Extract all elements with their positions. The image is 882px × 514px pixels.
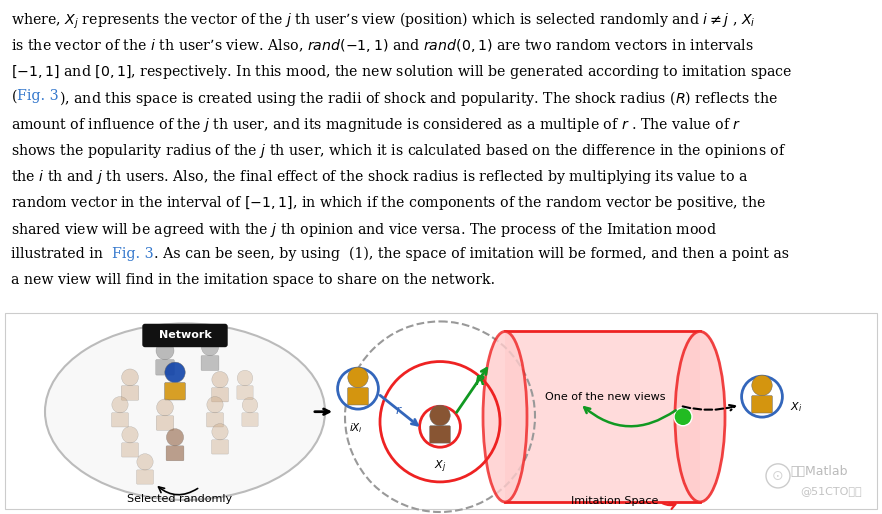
FancyBboxPatch shape — [242, 413, 258, 427]
Text: is the vector of the $i$ th user’s view. Also, $\mathit{rand}(-1, 1)$ and $\math: is the vector of the $i$ th user’s view.… — [11, 37, 754, 54]
Circle shape — [742, 376, 782, 417]
Circle shape — [207, 396, 223, 413]
FancyBboxPatch shape — [751, 396, 773, 413]
Text: One of the new views: One of the new views — [545, 392, 666, 401]
Circle shape — [237, 370, 253, 386]
Text: shows the popularity radius of the $j$ th user, which it is calculated based on : shows the popularity radius of the $j$ t… — [11, 142, 787, 160]
FancyBboxPatch shape — [348, 388, 369, 405]
FancyBboxPatch shape — [143, 324, 227, 346]
Circle shape — [674, 408, 692, 426]
Circle shape — [430, 405, 450, 426]
Text: $iX_i$: $iX_i$ — [349, 421, 363, 434]
Text: a new view will find in the imitation space to share on the network.: a new view will find in the imitation sp… — [11, 273, 496, 287]
FancyBboxPatch shape — [206, 413, 223, 427]
Circle shape — [165, 362, 185, 382]
Circle shape — [122, 427, 138, 443]
Text: R: R — [475, 374, 485, 388]
FancyBboxPatch shape — [166, 446, 184, 461]
Text: (: ( — [11, 89, 17, 103]
Ellipse shape — [675, 332, 725, 502]
FancyBboxPatch shape — [137, 470, 153, 484]
Circle shape — [156, 342, 174, 360]
Text: Selected randomly: Selected randomly — [127, 494, 233, 504]
Text: illustrated in: illustrated in — [11, 247, 112, 261]
Text: Imitation Space: Imitation Space — [572, 496, 659, 506]
Text: 天天Matlab: 天天Matlab — [790, 465, 848, 479]
Circle shape — [348, 367, 368, 388]
Circle shape — [157, 399, 174, 416]
Text: ⊙: ⊙ — [772, 469, 784, 483]
Text: shared view will be agreed with the $j$ th opinion and vice versa. The process o: shared view will be agreed with the $j$ … — [11, 221, 718, 238]
Text: Fig. 3: Fig. 3 — [112, 247, 154, 261]
Ellipse shape — [45, 323, 325, 500]
Circle shape — [167, 429, 183, 446]
Circle shape — [243, 397, 258, 413]
Text: random vector in the interval of $[-1, 1]$, in which if the components of the ra: random vector in the interval of $[-1, 1… — [11, 194, 766, 212]
Circle shape — [122, 369, 138, 386]
FancyBboxPatch shape — [165, 382, 185, 400]
FancyBboxPatch shape — [201, 356, 219, 371]
Circle shape — [112, 396, 128, 413]
Text: Fig. 3: Fig. 3 — [17, 89, 58, 103]
FancyBboxPatch shape — [430, 426, 451, 443]
FancyBboxPatch shape — [122, 443, 138, 457]
FancyBboxPatch shape — [212, 440, 228, 454]
Circle shape — [751, 375, 773, 396]
Circle shape — [338, 368, 378, 409]
Circle shape — [201, 338, 219, 356]
Text: Network: Network — [159, 331, 212, 340]
FancyBboxPatch shape — [156, 416, 174, 430]
Circle shape — [212, 372, 228, 388]
Text: the $i$ th and $j$ th users. Also, the final effect of the shock radius is refle: the $i$ th and $j$ th users. Also, the f… — [11, 168, 749, 186]
Text: where, $X_j$ represents the vector of the $j$ th user’s view (position) which is: where, $X_j$ represents the vector of th… — [11, 11, 756, 31]
Text: $X_j$: $X_j$ — [434, 459, 446, 475]
Text: amount of influence of the $j$ th user, and its magnitude is considered as a mul: amount of influence of the $j$ th user, … — [11, 116, 742, 134]
Text: $[-1, 1]$ and $[0, 1]$, respectively. In this mood, the new solution will be gen: $[-1, 1]$ and $[0, 1]$, respectively. In… — [11, 63, 793, 81]
Ellipse shape — [483, 332, 527, 502]
Text: . As can be seen, by using  (1), the space of imitation will be formed, and then: . As can be seen, by using (1), the spac… — [154, 247, 789, 261]
FancyBboxPatch shape — [5, 314, 877, 509]
Text: r: r — [395, 404, 400, 417]
FancyBboxPatch shape — [237, 386, 253, 399]
FancyBboxPatch shape — [156, 360, 175, 375]
Circle shape — [420, 406, 460, 447]
Circle shape — [212, 424, 228, 440]
Polygon shape — [505, 332, 700, 502]
FancyBboxPatch shape — [212, 388, 228, 402]
Circle shape — [137, 454, 153, 470]
Text: ), and this space is created using the radii of shock and popularity. The shock : ), and this space is created using the r… — [58, 89, 777, 108]
FancyBboxPatch shape — [122, 386, 138, 400]
FancyBboxPatch shape — [111, 413, 129, 427]
Text: $X_i$: $X_i$ — [790, 400, 803, 414]
Text: @51CTO博客: @51CTO博客 — [800, 486, 862, 496]
